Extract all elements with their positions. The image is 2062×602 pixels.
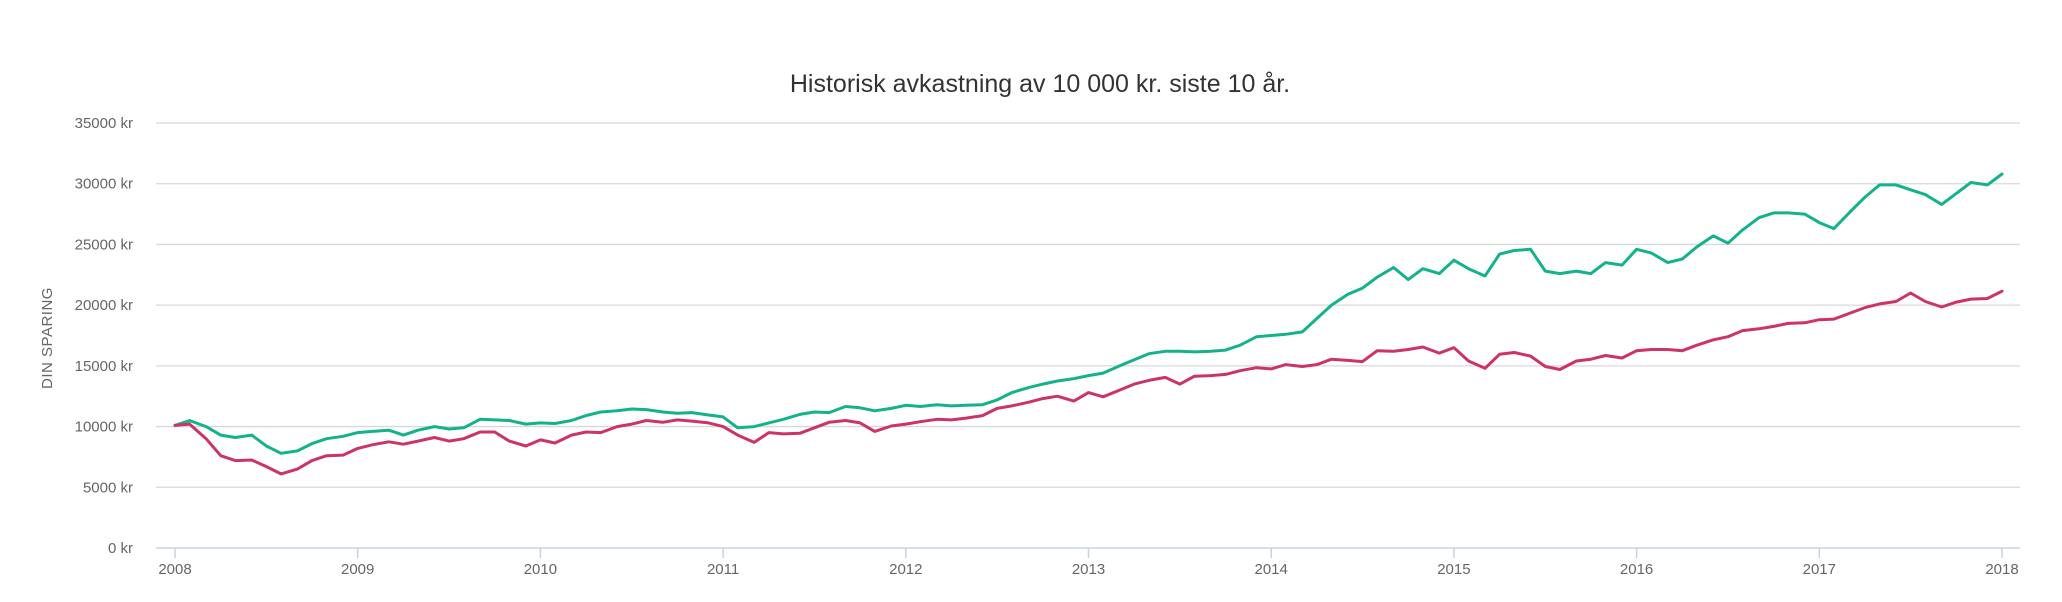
y-tick-label: 0 kr [108, 540, 133, 557]
chart-title: Historisk avkastning av 10 000 kr. siste… [790, 70, 1290, 98]
x-tick-label: 2014 [1255, 561, 1288, 578]
x-tick-label: 2018 [1985, 561, 2018, 578]
grid-lines [156, 122, 2020, 488]
series-lines [173, 172, 2004, 476]
series-line-1[interactable] [173, 172, 2004, 455]
x-tick-label: 2013 [1072, 561, 1105, 578]
x-tick-label: 2012 [889, 561, 922, 578]
x-tick-label: 2015 [1437, 561, 1470, 578]
x-tick-label: 2011 [707, 561, 739, 578]
y-axis-label: DIN SPARING [39, 287, 56, 389]
y-tick-label: 30000 kr [75, 176, 133, 193]
y-tick-label: 5000 kr [83, 479, 133, 496]
x-axis-ticks: 2008 2009 2010 2011 2012 2013 2014 2015 2016 2017… [156, 547, 2020, 578]
y-tick-label: 10000 kr [75, 419, 133, 436]
y-axis-ticks: 0 kr 5000 kr 10000 kr 15000 kr 20000 kr 25000… [75, 115, 133, 557]
y-tick-label: 25000 kr [75, 236, 133, 253]
y-tick-label: 35000 kr [75, 115, 133, 132]
y-tick-label: 15000 kr [75, 358, 133, 375]
x-tick-label: 2010 [524, 561, 557, 578]
x-tick-label: 2017 [1803, 561, 1836, 578]
x-tick-label: 2008 [158, 561, 191, 578]
x-tick-label: 2016 [1620, 561, 1653, 578]
y-tick-label: 20000 kr [75, 297, 133, 314]
series-line-2[interactable] [173, 289, 2004, 476]
x-tick-label: 2009 [341, 561, 374, 578]
